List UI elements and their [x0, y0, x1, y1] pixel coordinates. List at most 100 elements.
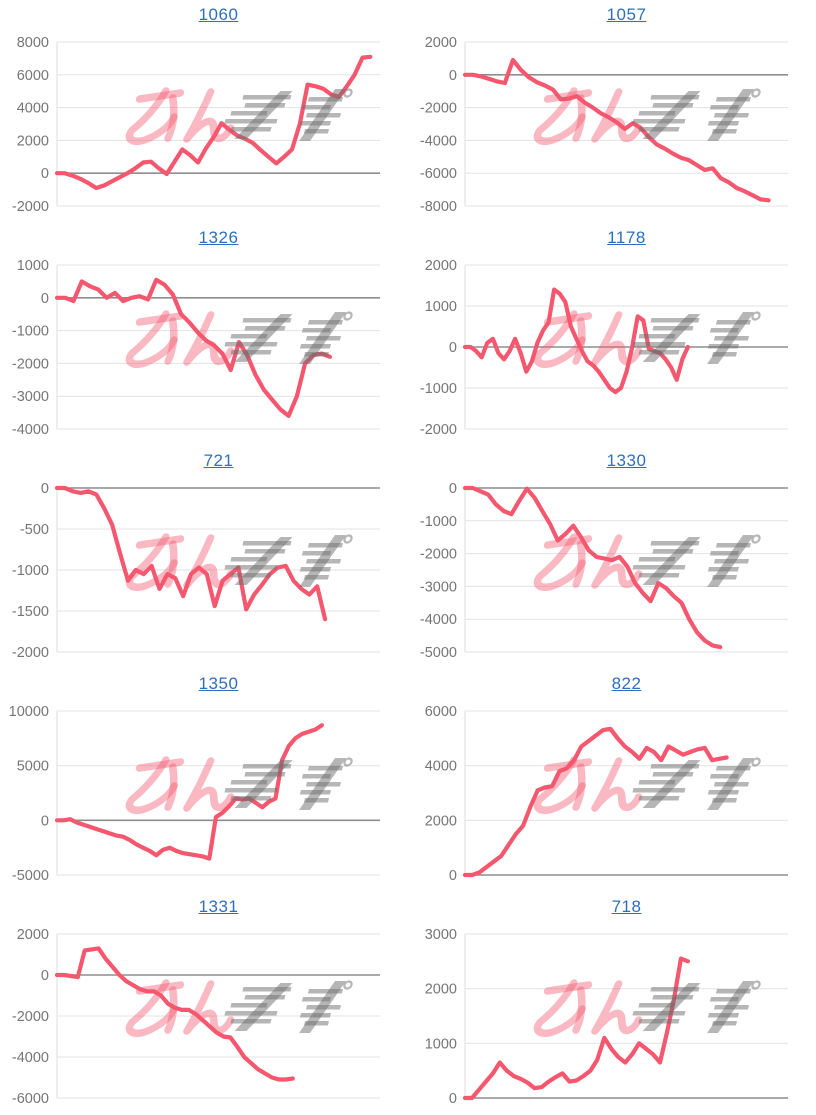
chart-canvas: 1000 0 -1000 -2000 -3000 -4000	[12, 258, 380, 438]
y-tick-label: 1000	[425, 299, 457, 315]
y-tick-label: 8000	[17, 35, 49, 51]
watermark-pink-text	[125, 87, 235, 145]
data-line	[462, 726, 729, 878]
watermark-gray-glyphs	[224, 88, 353, 141]
watermark-gray-glyphs	[632, 311, 761, 364]
watermark-gray-glyphs	[224, 534, 353, 587]
y-tick-label: 2000	[425, 258, 457, 274]
chart-canvas: 6000 4000 2000 0	[425, 704, 788, 884]
chart-title-link[interactable]: 1330	[606, 451, 647, 470]
watermark	[533, 310, 761, 368]
y-tick-label: 6000	[425, 704, 457, 720]
watermark-pink-text	[533, 979, 643, 1037]
y-tick-label: 2000	[17, 133, 49, 149]
y-tick-label: -2000	[12, 645, 49, 661]
chart-title-row: 1057	[465, 5, 788, 25]
chart-title-link[interactable]: 1178	[607, 228, 646, 247]
data-line	[462, 956, 690, 1101]
watermark-pink-text	[533, 533, 643, 591]
y-tick-label: -2000	[420, 422, 457, 438]
y-tick-label: 0	[449, 340, 457, 356]
y-tick-label: 0	[41, 968, 49, 984]
y-tick-label: 0	[449, 481, 457, 497]
y-tick-label: 3000	[425, 927, 457, 943]
chart-panel: 2000 0 -2000 -4000 -6000 1331	[0, 892, 408, 1115]
chart-canvas: 8000 6000 4000 2000 0 -2000	[12, 35, 380, 215]
watermark	[125, 87, 353, 145]
y-tick-label: 2000	[425, 982, 457, 998]
chart-panel: 0 -1000 -2000 -3000 -4000 -5000 1330	[408, 446, 816, 669]
data-line	[54, 54, 373, 191]
chart-title-row: 1350	[57, 674, 380, 694]
y-tick-label: -2000	[420, 547, 457, 563]
y-tick-label: -4000	[420, 133, 457, 149]
data-line	[54, 485, 328, 622]
chart-title-link[interactable]: 1060	[198, 5, 239, 24]
watermark-gray-glyphs	[224, 757, 353, 810]
y-tick-label: 6000	[17, 68, 49, 84]
y-tick-label: 0	[41, 291, 49, 307]
gridlines: 6000 4000 2000 0	[425, 704, 788, 884]
watermark	[125, 310, 353, 368]
gridlines: 8000 6000 4000 2000 0 -2000	[12, 35, 380, 215]
gridlines: 2000 0 -2000 -4000 -6000	[12, 927, 380, 1107]
watermark-pink-text	[125, 756, 235, 814]
watermark	[125, 533, 353, 591]
y-tick-label: -4000	[12, 1050, 49, 1066]
chart-panel: 2000 1000 0 -1000 -2000 1178	[408, 223, 816, 446]
watermark	[125, 979, 353, 1037]
chart-panel: 10000 5000 0 -5000 1350	[0, 669, 408, 892]
watermark-gray-glyphs	[632, 980, 761, 1033]
chart-title-row: 1178	[465, 228, 788, 248]
chart-title-row: 1060	[57, 5, 380, 25]
y-tick-label: -2000	[12, 356, 49, 372]
gridlines: 3000 2000 1000 0	[425, 927, 788, 1107]
data-line	[54, 723, 324, 861]
y-tick-label: -1500	[12, 604, 49, 620]
chart-canvas: 3000 2000 1000 0	[425, 927, 788, 1107]
chart-title-row: 1330	[465, 451, 788, 471]
chart-panel: 2000 0 -2000 -4000 -6000 -8000 1057	[408, 0, 816, 223]
chart-title-link[interactable]: 1350	[198, 674, 239, 693]
y-tick-label: 0	[449, 1091, 457, 1107]
chart-title-link[interactable]: 1331	[198, 897, 239, 916]
watermark	[125, 756, 353, 814]
y-tick-label: 2000	[425, 813, 457, 829]
watermark-pink-text	[125, 533, 235, 591]
y-tick-label: -2000	[420, 101, 457, 117]
chart-canvas: 2000 0 -2000 -4000 -6000	[12, 927, 380, 1107]
y-tick-label: -1000	[420, 514, 457, 530]
y-tick-label: 0	[449, 68, 457, 84]
watermark-pink-text	[533, 756, 643, 814]
y-tick-label: -2000	[12, 1009, 49, 1025]
watermark	[533, 533, 761, 591]
watermark-pink-text	[125, 979, 235, 1037]
y-tick-label: 2000	[425, 35, 457, 51]
y-tick-label: 2000	[17, 927, 49, 943]
y-tick-label: -3000	[12, 389, 49, 405]
watermark	[533, 756, 761, 814]
chart-title-link[interactable]: 822	[611, 674, 642, 693]
y-tick-label: 5000	[17, 759, 49, 775]
y-tick-label: -6000	[12, 1091, 49, 1107]
y-tick-label: -1000	[12, 324, 49, 340]
y-tick-label: 4000	[17, 101, 49, 117]
chart-title-link[interactable]: 721	[203, 451, 234, 470]
watermark-gray-glyphs	[632, 757, 761, 810]
y-tick-label: -4000	[12, 422, 49, 438]
watermark-gray-glyphs	[632, 534, 761, 587]
gridlines: 2000 0 -2000 -4000 -6000 -8000	[420, 35, 788, 215]
gridlines: 0 -1000 -2000 -3000 -4000 -5000	[420, 481, 788, 661]
chart-title-link[interactable]: 1326	[198, 228, 239, 247]
data-line	[462, 485, 723, 650]
chart-title-link[interactable]: 718	[611, 897, 642, 916]
watermark-gray-glyphs	[224, 980, 353, 1033]
y-tick-label: 0	[41, 813, 49, 829]
chart-canvas: 2000 0 -2000 -4000 -6000 -8000	[420, 35, 788, 215]
chart-panel: 0 -500 -1000 -1500 -2000 721	[0, 446, 408, 669]
watermark-gray-glyphs	[632, 88, 761, 141]
chart-title-link[interactable]: 1057	[606, 5, 647, 24]
y-tick-label: 0	[449, 868, 457, 884]
chart-panel: 1000 0 -1000 -2000 -3000 -4000 1326	[0, 223, 408, 446]
